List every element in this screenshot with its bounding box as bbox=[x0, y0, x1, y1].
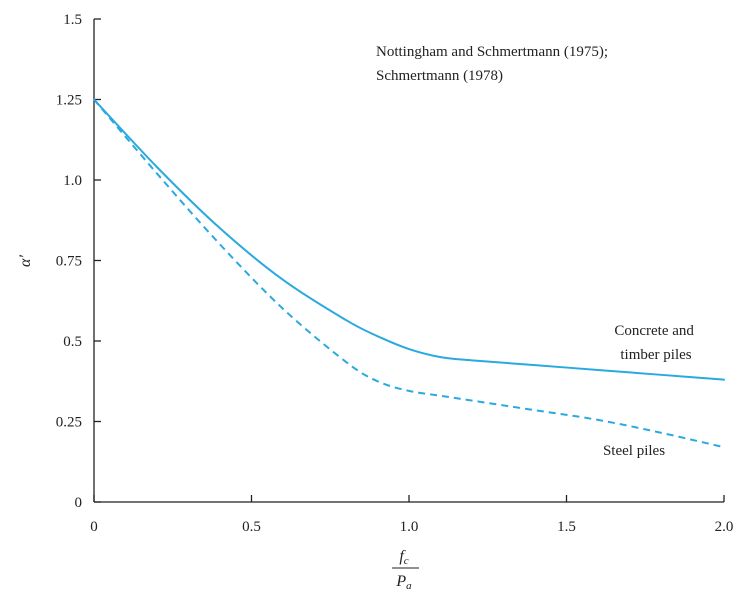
series-line-steel-piles bbox=[93, 98, 725, 449]
x-tick-label: 0.5 bbox=[242, 519, 261, 535]
x-axis-label-denominator-main: P bbox=[395, 573, 406, 590]
series-line-concrete-timber-piles bbox=[93, 98, 725, 381]
x-axis: 0 0.5 1.0 1.5 2.0 bbox=[90, 495, 733, 535]
x-axis-label: fc Pa bbox=[392, 548, 419, 592]
x-axis-label-denominator-sub: a bbox=[406, 580, 412, 592]
x-tick-label: 1.0 bbox=[400, 519, 419, 535]
x-axis-label-denominator: Pa bbox=[395, 573, 412, 592]
series-label-concrete-line-2: timber piles bbox=[620, 347, 691, 363]
y-tick-label: 0.75 bbox=[56, 254, 82, 270]
x-axis-label-numerator-main: f bbox=[399, 548, 406, 565]
y-tick-label: 0 bbox=[75, 495, 83, 511]
x-tick-label: 1.5 bbox=[557, 519, 576, 535]
series-label-concrete-line-1: Concrete and bbox=[614, 323, 694, 339]
source-annotation: Nottingham and Schmertmann (1975); Schme… bbox=[376, 44, 612, 84]
y-tick-label: 1.0 bbox=[63, 173, 82, 189]
source-annotation-line-2: Schmertmann (1978) bbox=[376, 68, 503, 84]
y-tick-label: 0.5 bbox=[63, 334, 82, 350]
series-layer bbox=[93, 98, 725, 449]
y-tick-label: 1.5 bbox=[63, 12, 82, 28]
x-axis-label-numerator-sub: c bbox=[404, 555, 409, 567]
source-annotation-line-1: Nottingham and Schmertmann (1975); bbox=[376, 44, 608, 60]
y-axis: 0 0.25 0.5 0.75 1.0 1.25 1.5 bbox=[56, 12, 101, 511]
series-label-steel-line-1: Steel piles bbox=[603, 443, 665, 459]
y-tick-label: 1.25 bbox=[56, 93, 82, 109]
series-label-steel: Steel piles bbox=[603, 443, 665, 459]
y-tick-label: 0.25 bbox=[56, 415, 82, 431]
x-tick-label: 0 bbox=[90, 519, 98, 535]
y-axis-label: α′ bbox=[17, 255, 34, 267]
series-label-concrete-timber: Concrete and timber piles bbox=[614, 323, 697, 363]
x-tick-label: 2.0 bbox=[715, 519, 734, 535]
x-axis-label-numerator: fc bbox=[399, 548, 408, 567]
